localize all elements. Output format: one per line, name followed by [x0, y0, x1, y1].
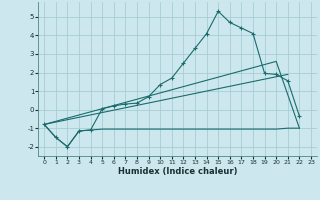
X-axis label: Humidex (Indice chaleur): Humidex (Indice chaleur)	[118, 167, 237, 176]
